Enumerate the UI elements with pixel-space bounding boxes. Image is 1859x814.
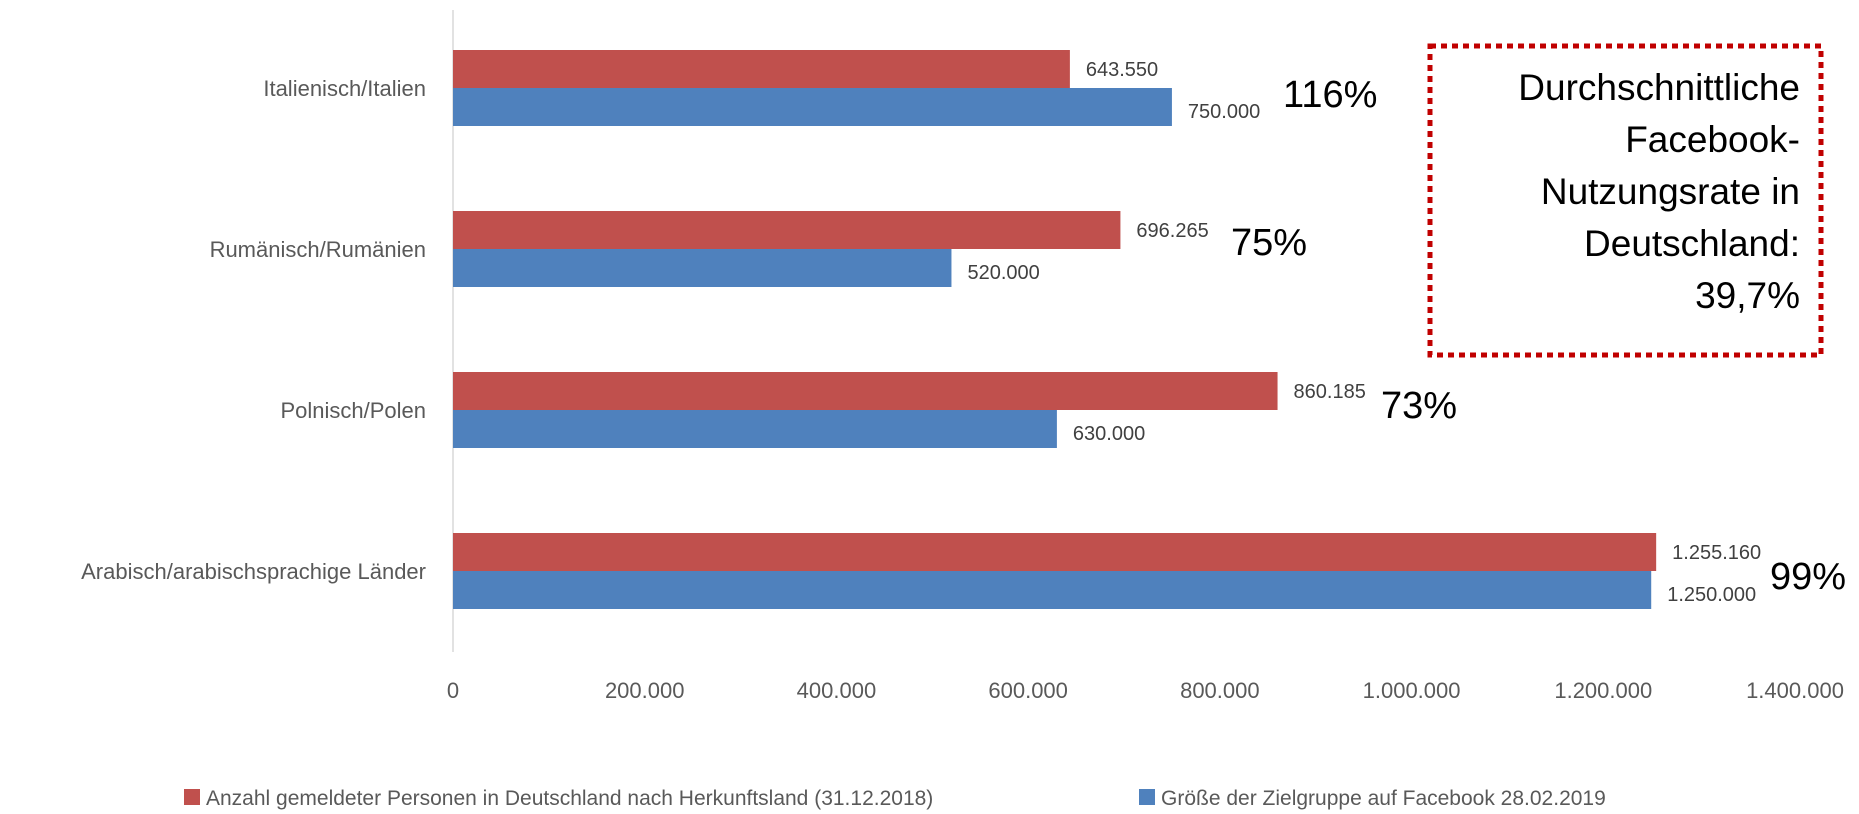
value-label: 520.000: [967, 262, 1039, 284]
value-label: 630.000: [1073, 423, 1145, 445]
ratio-label: 116%: [1283, 74, 1377, 116]
bar: [453, 88, 1172, 126]
callout-line: 39,7%: [1695, 275, 1800, 316]
category-label: Arabisch/arabischsprachige Länder: [81, 559, 426, 584]
ratio-label: 75%: [1231, 222, 1307, 264]
callout-border: [1427, 43, 1824, 358]
bar: [453, 571, 1652, 609]
bar: [453, 372, 1278, 410]
x-tick-label: 800.000: [1180, 678, 1260, 703]
legend-swatch: [184, 789, 200, 805]
callout-box: Durchschnittliche Facebook- Nutzungsrate i…: [1427, 43, 1824, 358]
legend: Anzahl gemeldeter Personen in Deutschlan…: [184, 787, 1606, 810]
callout-line: Nutzungsrate in: [1541, 171, 1800, 212]
category-label: Italienisch/Italien: [263, 76, 426, 101]
value-label: 860.185: [1294, 381, 1366, 403]
callout-line: Facebook-: [1625, 119, 1800, 160]
legend-label: Anzahl gemeldeter Personen in Deutschlan…: [206, 787, 933, 810]
x-tick-label: 200.000: [605, 678, 685, 703]
callout-line: Durchschnittliche: [1518, 67, 1800, 108]
category-label: Polnisch/Polen: [280, 398, 426, 423]
legend-swatch: [1139, 789, 1155, 805]
value-label: 696.265: [1136, 220, 1208, 242]
axis-layer: 0 200.000 400.000 600.000 800.000 1.000.000 1.…: [447, 10, 1844, 703]
value-label: 1.250.000: [1667, 584, 1756, 606]
ratio-label: 73%: [1381, 385, 1457, 427]
bar: [453, 50, 1070, 88]
category-label: Rumänisch/Rumänien: [210, 237, 426, 262]
ratio-label: 99%: [1770, 556, 1846, 598]
legend-label: Größe der Zielgruppe auf Facebook 28.02.…: [1161, 787, 1606, 810]
x-tick-label: 1.400.000: [1746, 678, 1844, 703]
labels-layer: Italienisch/Italien Rumänisch/Rumänien Pol…: [81, 59, 1846, 606]
bar: [453, 249, 952, 287]
x-tick-label: 1.200.000: [1554, 678, 1652, 703]
x-tick-label: 0: [447, 678, 459, 703]
callout-line: Deutschland:: [1584, 223, 1800, 264]
value-label: 750.000: [1188, 101, 1260, 123]
bar: [453, 533, 1657, 571]
x-tick-label: 600.000: [988, 678, 1068, 703]
bar: [453, 410, 1057, 448]
value-label: 1.255.160: [1672, 542, 1761, 564]
value-label: 643.550: [1086, 59, 1158, 81]
x-tick-label: 1.000.000: [1363, 678, 1461, 703]
x-tick-label: 400.000: [797, 678, 877, 703]
bar: [453, 211, 1121, 249]
bars-layer: [453, 50, 1657, 609]
